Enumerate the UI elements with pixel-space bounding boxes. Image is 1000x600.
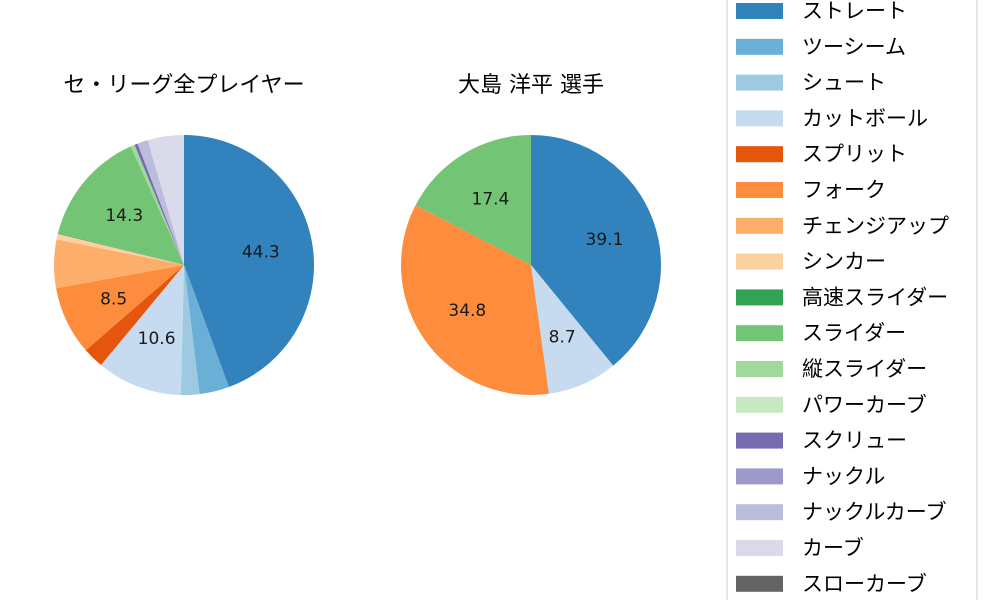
legend-swatch-14 xyxy=(736,504,783,521)
legend-swatch-10 xyxy=(736,361,783,377)
legend-label-2: シュート xyxy=(802,71,886,95)
pie-title-player: 大島 洋平 選手 xyxy=(458,73,604,98)
legend-swatch-16 xyxy=(736,575,783,592)
pie-league-slice-0 xyxy=(184,135,314,388)
legend-label-7: シンカー xyxy=(802,250,886,274)
pie-league-slice-9 xyxy=(57,146,184,265)
pie-league-slice-2 xyxy=(180,265,200,395)
pie-league-slice-1 xyxy=(184,265,229,395)
legend-swatch-13 xyxy=(736,468,783,485)
legend-label-16: スローカーブ xyxy=(802,572,927,596)
pie-player-value-label-3: 17.4 xyxy=(472,189,510,209)
legend-label-1: ツーシーム xyxy=(802,35,906,59)
legend-label-10: 縦スライダー xyxy=(802,357,927,381)
pie-league-value-label-3: 10.6 xyxy=(138,329,176,349)
legend-swatch-0 xyxy=(736,3,783,19)
legend-swatch-12 xyxy=(736,432,783,449)
legend-label-9: スライダー xyxy=(802,321,906,345)
pie-league-slice-5 xyxy=(56,265,184,351)
legend-swatch-5 xyxy=(736,182,783,198)
pie-league-slice-15 xyxy=(147,135,184,265)
legend-swatch-7 xyxy=(736,253,783,270)
legend-label-0: ストレート xyxy=(802,0,907,23)
legend-label-11: パワーカーブ xyxy=(802,393,927,417)
pie-league-slice-7 xyxy=(56,233,184,265)
legend-label-13: ナックル xyxy=(802,464,885,488)
pie-player-slice-3 xyxy=(415,135,531,265)
pie-player-value-label-1: 8.7 xyxy=(549,327,576,347)
pie-league-slice-4 xyxy=(85,265,184,366)
pie-player-slice-0 xyxy=(531,135,661,366)
pie-league-slice-3 xyxy=(100,265,184,395)
pie-league-slice-6 xyxy=(54,239,184,289)
pie-player: 39.1 8.7 34.8 17.4 xyxy=(401,135,661,395)
legend-swatch-1 xyxy=(736,38,783,55)
legend-label-5: フォーク xyxy=(802,178,886,202)
legend-swatch-2 xyxy=(736,74,783,91)
legend-swatch-9 xyxy=(736,325,783,342)
pie-player-value-label-2: 34.8 xyxy=(448,301,486,321)
pie-league-value-label-9: 14.3 xyxy=(105,206,143,226)
legend-swatch-6 xyxy=(736,217,783,234)
legend-label-3: カットボール xyxy=(802,106,928,130)
legend-label-15: カーブ xyxy=(802,536,864,560)
legend-label-6: チェンジアップ xyxy=(802,214,949,238)
legend-frame xyxy=(726,0,978,600)
legend-label-4: スプリット xyxy=(802,142,907,166)
legend-label-8: 高速スライダー xyxy=(802,285,948,309)
legend-swatch-3 xyxy=(736,110,783,127)
pie-title-league: セ・リーグ全プレイヤー xyxy=(63,73,304,98)
legend-swatch-11 xyxy=(736,396,783,413)
legend-swatch-4 xyxy=(736,146,783,163)
pie-player-slice-2 xyxy=(401,205,549,395)
legend-swatch-8 xyxy=(736,289,783,306)
pie-player-slice-1 xyxy=(531,265,614,394)
legend-label-12: スクリュー xyxy=(802,429,907,453)
pie-league-slice-10 xyxy=(130,144,184,265)
pie-player-value-label-0: 39.1 xyxy=(586,230,624,250)
legend-swatch-15 xyxy=(736,540,783,556)
legend-label-14: ナックルカーブ xyxy=(802,500,946,524)
pie-league-value-label-0: 44.3 xyxy=(242,242,280,262)
pie-league-slice-12 xyxy=(134,143,184,265)
pie-league-slice-14 xyxy=(137,140,184,265)
legend: ストレートツーシームシュートカットボールスプリットフォークチェンジアップシンカー… xyxy=(726,0,978,600)
pie-league-slice-8 xyxy=(57,233,184,265)
pie-league-value-label-5: 8.5 xyxy=(100,290,127,310)
pie-league: 44.3 10.6 8.5 14.3 xyxy=(54,135,314,395)
